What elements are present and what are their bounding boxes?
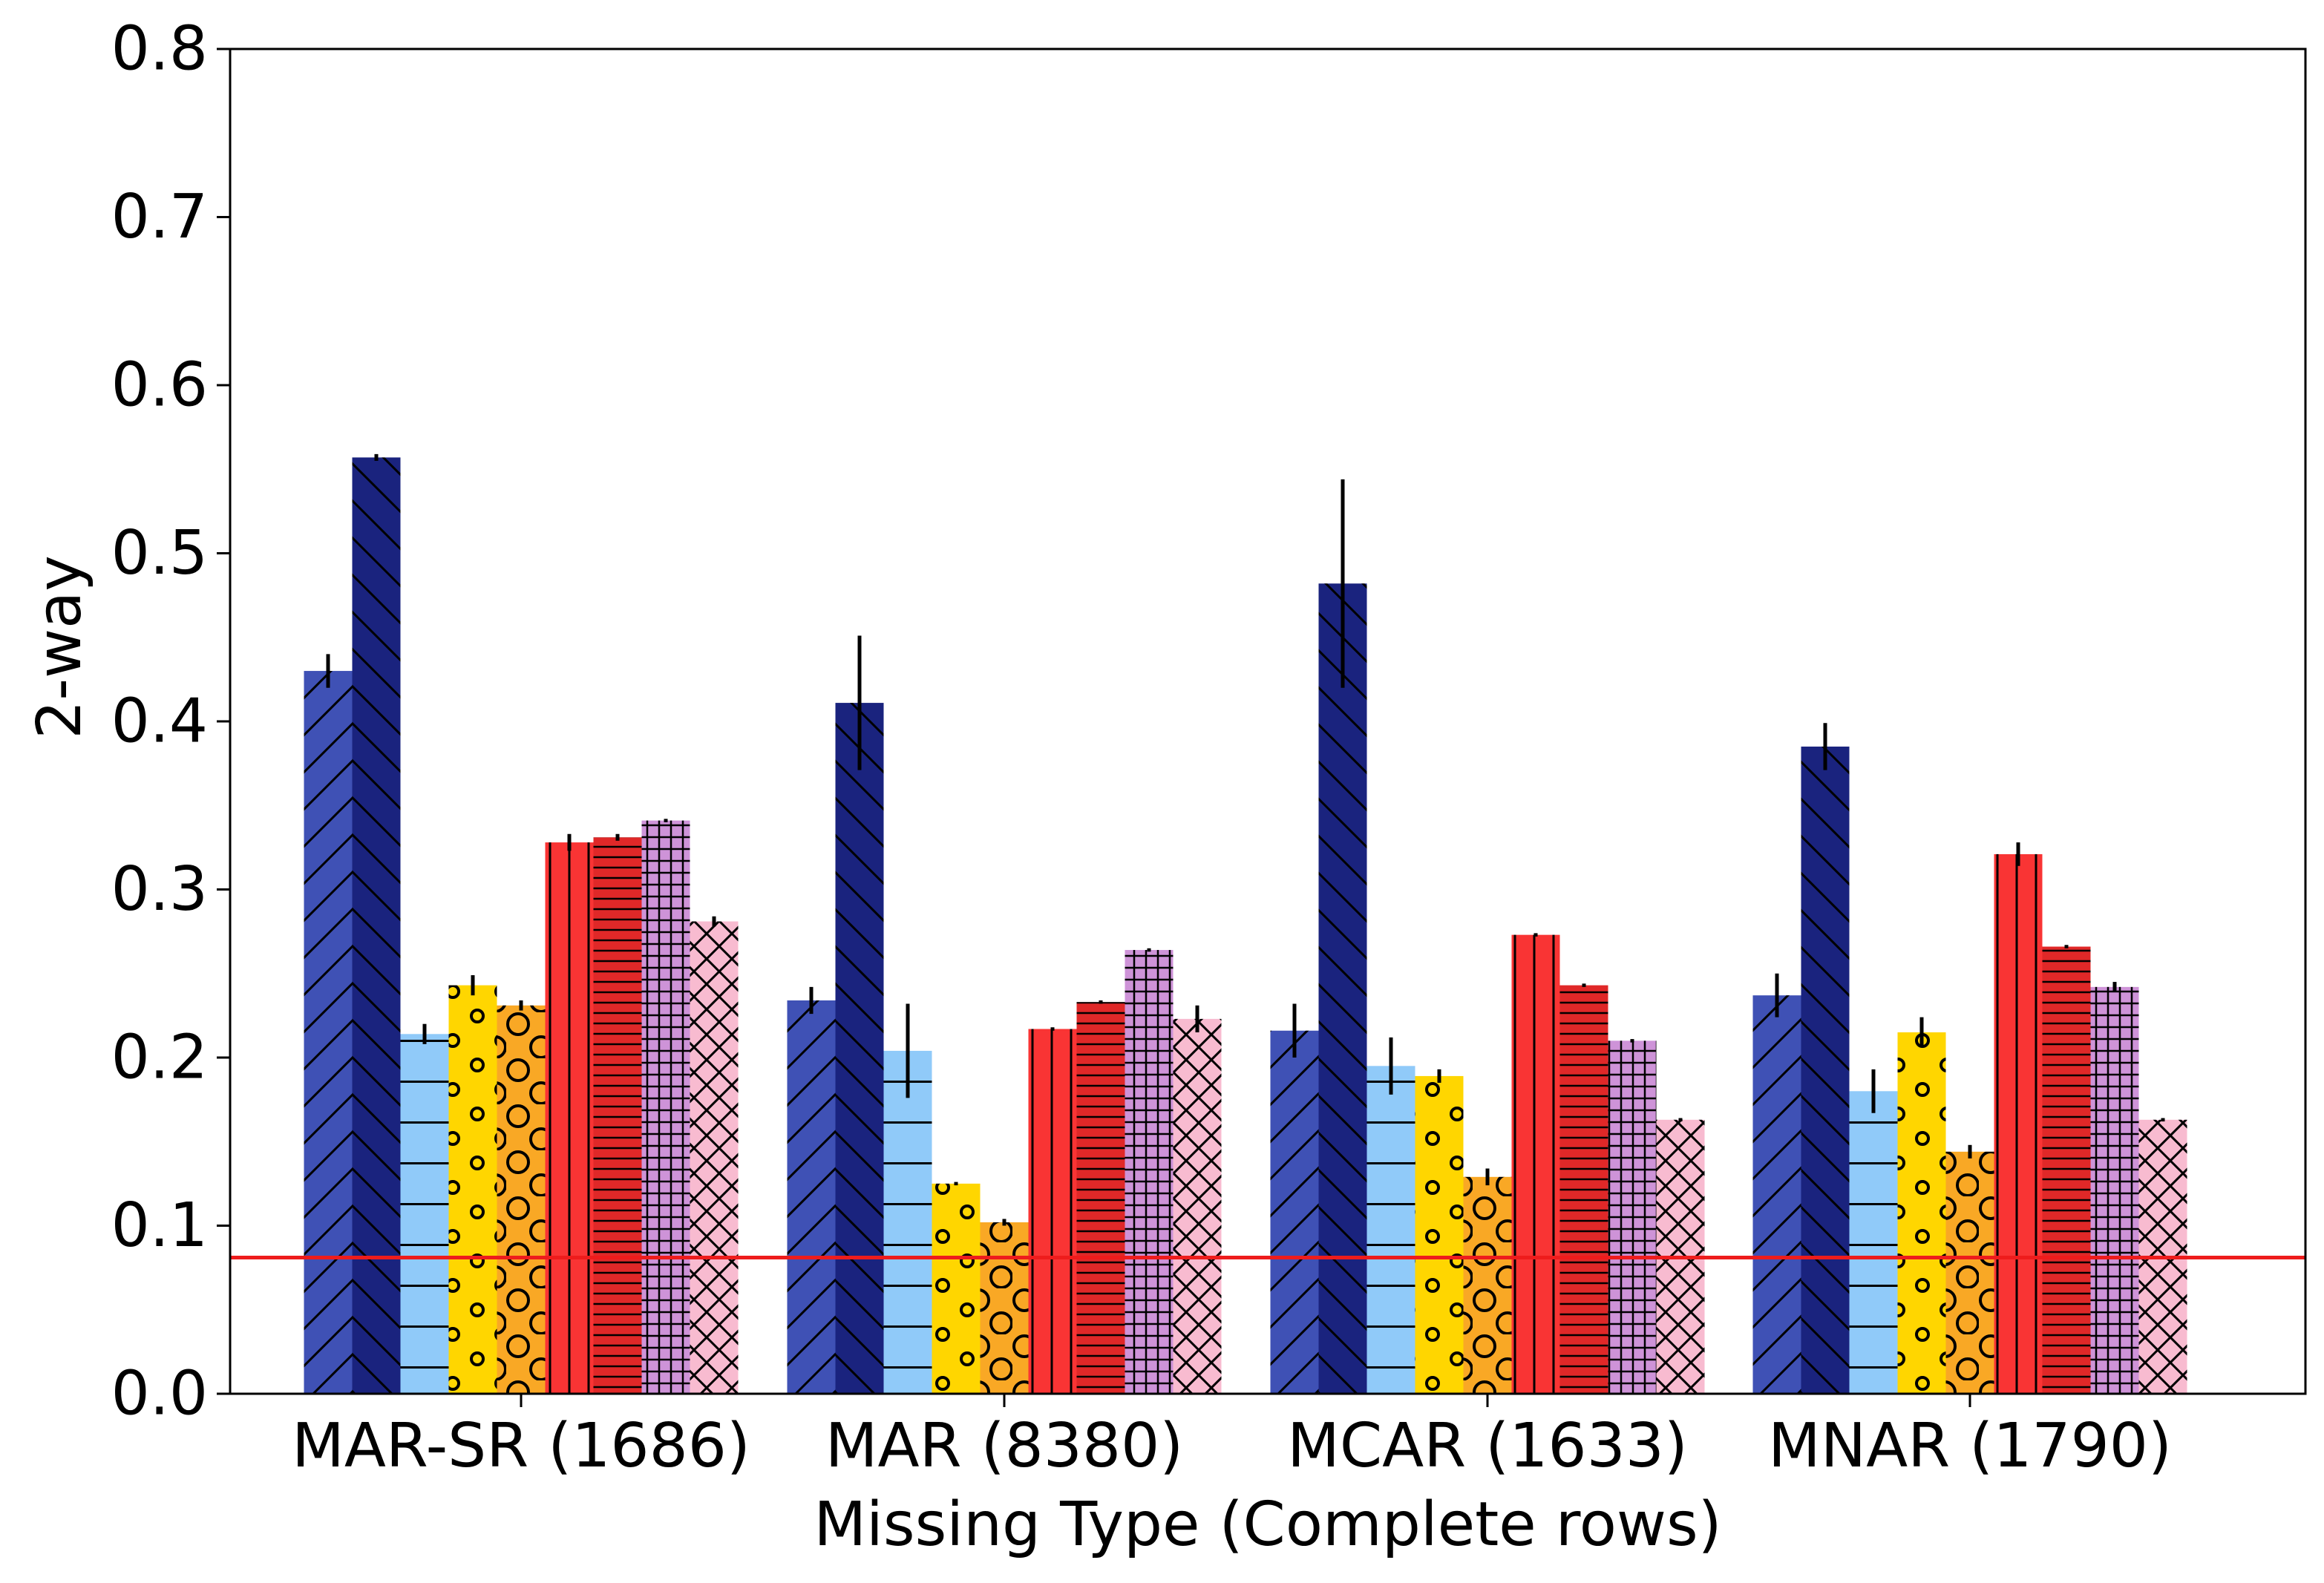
y-tick-label: 0.5	[111, 518, 208, 589]
bar-hatch	[1173, 1018, 1222, 1394]
bar-hatch	[1125, 950, 1174, 1394]
y-tick-label: 0.6	[111, 350, 208, 421]
bar-hatch	[1801, 746, 1850, 1394]
bars-group	[304, 457, 2187, 1394]
bar-hatch	[1511, 934, 1560, 1394]
bar-hatch	[1463, 1176, 1512, 1394]
bar-hatch	[1608, 1040, 1657, 1394]
bar-hatch	[641, 820, 690, 1394]
y-axis: 0.0 0.1 0.2 0.3 0.4 0.5 0.6 0.7 0.8	[111, 14, 230, 1429]
plot-frame	[229, 47, 2307, 1395]
y-tick-label: 0.0	[111, 1359, 208, 1429]
bar-hatch	[1559, 985, 1608, 1394]
y-tick-label: 0.7	[111, 182, 208, 252]
bar-hatch	[1076, 1002, 1125, 1394]
bar-hatch	[448, 985, 497, 1394]
bar-hatch	[932, 1183, 981, 1394]
x-axis-title: Missing Type (Complete rows)	[814, 1489, 1721, 1560]
bar-hatch	[400, 1034, 449, 1394]
bar-hatch	[545, 842, 594, 1394]
bar-hatch	[304, 671, 353, 1394]
bar-hatch	[497, 1005, 546, 1394]
bar-hatch	[787, 1000, 836, 1394]
bar-hatch	[593, 837, 642, 1394]
bar-hatch	[1752, 995, 1801, 1394]
bar-hatch	[1994, 853, 2043, 1394]
y-tick-label: 0.4	[111, 686, 208, 757]
bar-hatch	[1897, 1032, 1946, 1394]
y-axis-title: 2-way	[24, 555, 95, 739]
y-tick-label: 0.1	[111, 1190, 208, 1261]
y-tick-label: 0.3	[111, 854, 208, 925]
bar-hatch	[883, 1050, 932, 1394]
bar-hatch	[1849, 1091, 1898, 1394]
bar-hatch	[352, 457, 401, 1394]
x-tick-label: MAR-SR (1686)	[292, 1411, 750, 1481]
x-tick-label: MAR (8380)	[825, 1411, 1184, 1481]
bar-hatch	[2042, 946, 2091, 1394]
bar-hatch	[1366, 1066, 1415, 1394]
bar-hatch	[1945, 1151, 1994, 1394]
x-tick-label: MNAR (1790)	[1768, 1411, 2172, 1481]
bar-hatch	[835, 703, 884, 1394]
bar-hatch	[1028, 1029, 1077, 1394]
x-tick-label: MCAR (1633)	[1287, 1411, 1688, 1481]
bar-hatch	[690, 921, 739, 1394]
bar-hatch	[1415, 1075, 1464, 1394]
y-tick-label: 0.2	[111, 1023, 208, 1093]
x-axis: MAR-SR (1686) MAR (8380) MCAR (1633) MNAR (…	[292, 1394, 2172, 1481]
bar-hatch	[1270, 1030, 1319, 1394]
error-bars-group	[326, 453, 2165, 1226]
bar-hatch	[2090, 986, 2139, 1394]
bar-hatch	[1318, 583, 1367, 1394]
bar-hatch	[980, 1222, 1029, 1394]
y-tick-label: 0.8	[111, 14, 208, 85]
